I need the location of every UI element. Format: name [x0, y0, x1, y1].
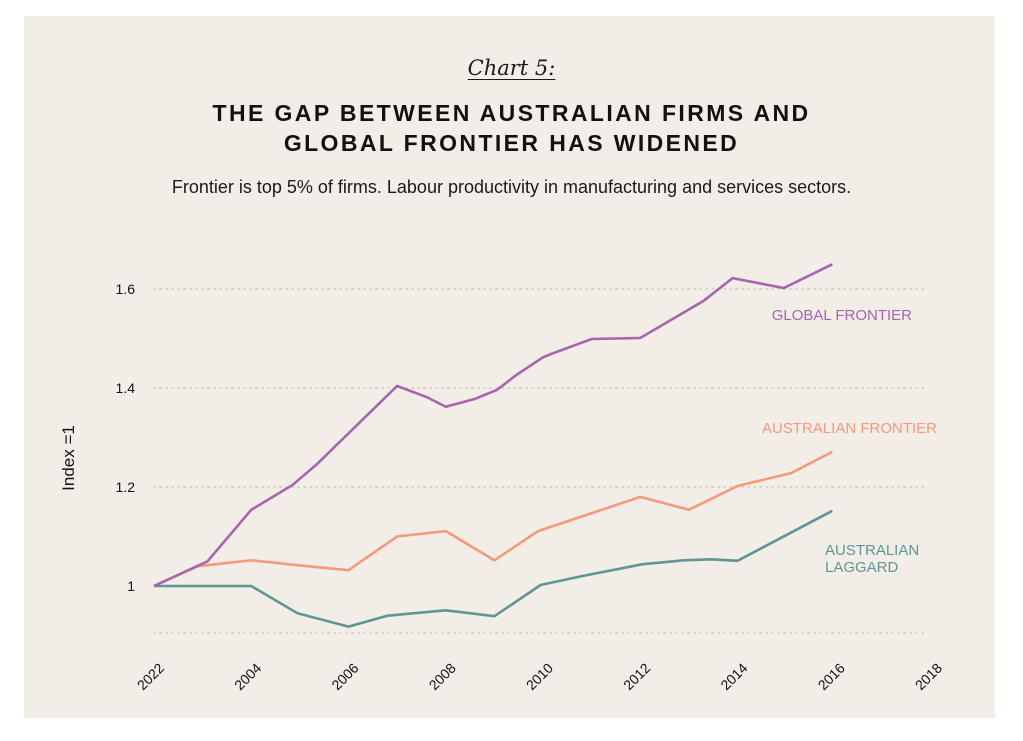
- x-tick-label: 2022: [134, 660, 167, 693]
- y-tick-label: 1.4: [116, 380, 136, 396]
- series-line-global-frontier: [153, 263, 833, 588]
- x-tick-label: 2006: [328, 660, 361, 693]
- y-tick-label: 1.2: [116, 479, 136, 495]
- chart-title-line-2: GLOBAL FRONTIER HAS WIDENED: [283, 130, 740, 156]
- x-tick-label: 2018: [912, 660, 945, 693]
- chart-number: Chart 5:: [0, 56, 1023, 80]
- chart-subtitle: Frontier is top 5% of firms. Labour prod…: [171, 177, 852, 197]
- chart-title: THE GAP BETWEEN AUSTRALIAN FIRMS AND GLO…: [0, 98, 1023, 158]
- series-label-global-frontier: GLOBAL FRONTIER: [772, 307, 912, 324]
- series-label-australian-frontier: AUSTRALIAN FRONTIER: [762, 420, 937, 437]
- y-tick-label: 1: [127, 578, 135, 594]
- series-label-line: AUSTRALIAN: [825, 542, 919, 559]
- y-axis-ticks: 1 1.2 1.4 1.6: [116, 281, 136, 594]
- y-axis-title: Index =1: [59, 425, 78, 491]
- series-label-australian-laggard: AUSTRALIAN LAGGARD: [825, 542, 919, 576]
- x-tick-label: 2012: [620, 660, 653, 693]
- x-tick-label: 2010: [523, 660, 556, 693]
- series-labels: GLOBAL FRONTIER AUSTRALIAN FRONTIER AUSTRA…: [762, 307, 937, 576]
- x-tick-label: 2008: [426, 660, 459, 693]
- series-label-line: GLOBAL FRONTIER: [772, 307, 912, 324]
- series-line-australian-frontier: [153, 450, 833, 588]
- x-tick-label: 2014: [717, 660, 750, 693]
- series-lines: [153, 263, 833, 628]
- series-label-line: LAGGARD: [825, 559, 899, 576]
- x-tick-label: 2004: [231, 660, 264, 693]
- x-tick-label: 2016: [815, 660, 848, 693]
- x-axis-ticks: 2022 2004 2006 2008 2010 2012 2014 2016 2018: [134, 660, 945, 693]
- series-line-australian-laggard: [154, 509, 833, 628]
- chart-panel: [24, 16, 995, 718]
- y-tick-label: 1.6: [116, 281, 136, 297]
- series-label-line: AUSTRALIAN FRONTIER: [762, 420, 937, 437]
- chart-title-line-1: THE GAP BETWEEN AUSTRALIAN FIRMS AND: [212, 100, 811, 126]
- chart-number-text: Chart 5:: [467, 56, 556, 80]
